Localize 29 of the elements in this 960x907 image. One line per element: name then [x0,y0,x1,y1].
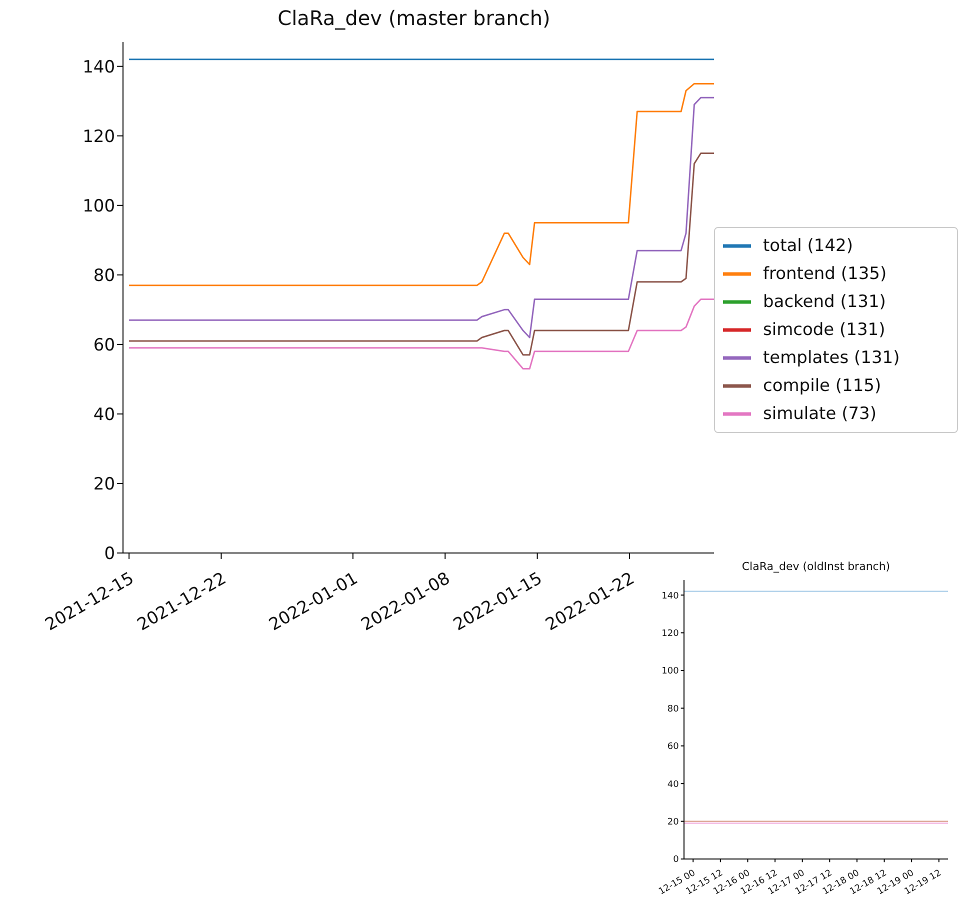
y-tick-label: 40 [93,404,116,425]
legend-label: simulate (73) [763,404,876,424]
legend-label: compile (115) [763,376,882,396]
y-tick-label: 60 [667,742,680,752]
y-tick-label: 140 [662,591,680,602]
line-series [128,96,714,338]
legend-label: frontend (135) [763,264,887,284]
y-tick-label: 120 [82,126,116,147]
y-tick-label: 80 [667,704,680,714]
legend-label: backend (131) [763,292,886,312]
legend-label: simcode (131) [763,320,886,340]
y-tick-label: 140 [82,57,116,78]
y-tick-label: 120 [662,628,680,639]
chart-title: ClaRa_dev (oldInst branch) [740,560,892,573]
y-tick-label: 20 [93,474,116,495]
y-tick-label: 60 [93,335,116,356]
y-tick-label: 100 [82,196,116,216]
y-tick-label: 40 [667,780,680,790]
line-series [128,298,714,370]
y-tick-label: 0 [673,855,680,866]
y-tick-label: 0 [104,544,116,564]
y-tick-label: 20 [667,817,680,828]
chart-title: ClaRa_dev (master branch) [276,6,552,30]
y-tick-label: 100 [662,666,680,677]
line-series [128,152,714,356]
y-tick-label: 80 [93,266,116,286]
legend-label: templates (131) [763,348,900,368]
legend-label: total (142) [763,236,853,256]
line-series [128,82,714,286]
